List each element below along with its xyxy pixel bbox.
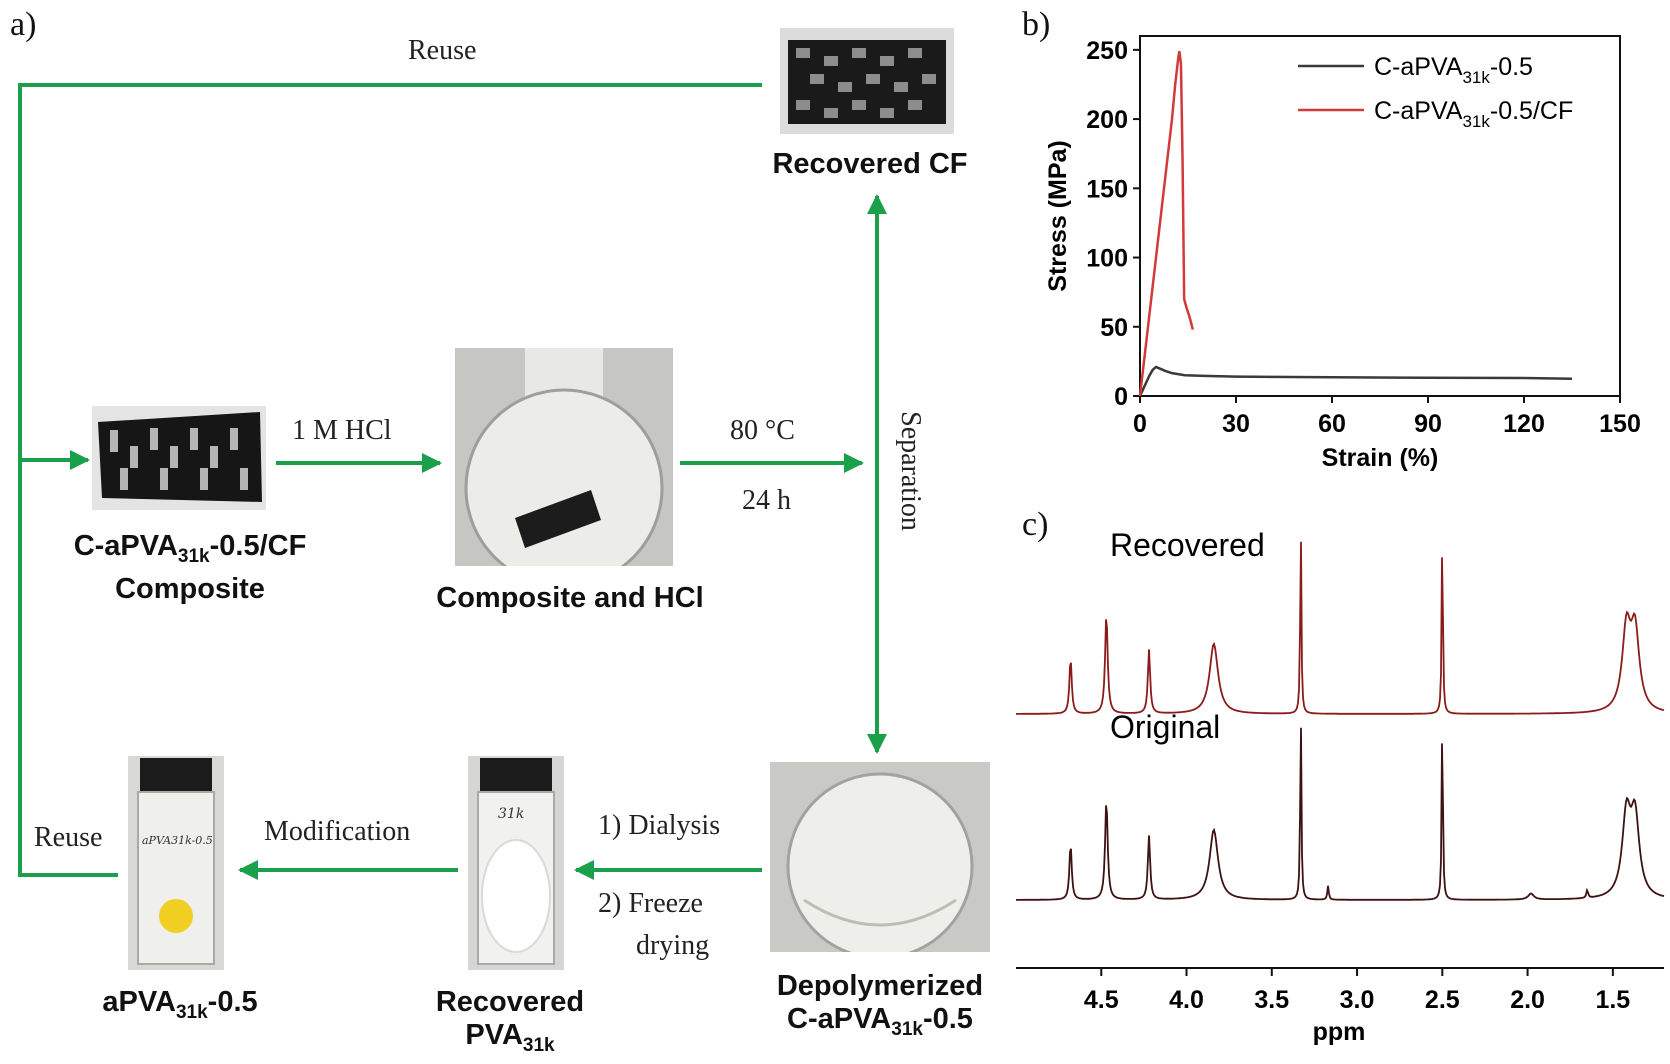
- x-tick-label: 150: [1599, 410, 1641, 438]
- depolymerized-caption: Depolymerized C-aPVA31k-0.5: [740, 970, 1020, 1046]
- depolymerized-caption-main: C-aPVA: [787, 1003, 892, 1035]
- legend-name-main: C-aPVA: [1374, 97, 1463, 125]
- vial-31k-label: 31k: [498, 806, 525, 822]
- x-tick-label: 30: [1222, 410, 1250, 438]
- panel-a-letter: a): [10, 6, 37, 43]
- y-tick-label: 100: [1086, 245, 1128, 273]
- panel-c-letter: c): [1022, 506, 1049, 543]
- depolymerized-caption-tail: -0.5: [922, 1003, 973, 1035]
- ppm-axis-label: ppm: [1313, 1018, 1366, 1046]
- flask-hcl-image: [455, 348, 673, 566]
- legend-name-tail: -0.5/CF: [1490, 97, 1573, 125]
- reuse-left-label: Reuse: [34, 822, 103, 853]
- x-tick-label: 90: [1414, 410, 1442, 438]
- ppm-tick-label: 4.0: [1169, 986, 1204, 1014]
- spectrum-label-1: Recovered: [1110, 527, 1265, 563]
- composite-caption-line2: Composite: [115, 572, 265, 605]
- recovered-pva-caption-line1: Recovered: [435, 986, 585, 1018]
- dialysis-label: 1) Dialysis: [598, 810, 721, 841]
- depolymerized-flask-illustration: [786, 772, 974, 952]
- apva-vial-image: aPVA31k-0.5: [128, 756, 224, 970]
- apva-caption: aPVA31k-0.5: [60, 986, 300, 1029]
- x-axis-label: Strain (%): [1322, 444, 1439, 472]
- x-tick-label: 120: [1503, 410, 1545, 438]
- depolymerized-image: [770, 762, 990, 952]
- legend-name-sub: 31k: [1462, 68, 1490, 87]
- ppm-tick-label: 2.5: [1425, 986, 1460, 1014]
- panel-b-letter: b): [1022, 6, 1051, 43]
- ppm-tick-label: 2.0: [1510, 986, 1545, 1014]
- reuse-top-label: Reuse: [408, 35, 477, 66]
- plot-frame: [1139, 35, 1621, 397]
- y-tick-label: 50: [1100, 314, 1128, 342]
- ppm-tick-label: 3.5: [1254, 986, 1289, 1014]
- recovered-pva-caption: Recovered PVA31k: [400, 986, 620, 1062]
- composite-caption: C-aPVA31k-0.5/CF Composite: [30, 530, 350, 606]
- y-axis-label: Stress (MPa): [1044, 140, 1072, 291]
- freeze-label: 2) Freeze: [598, 888, 703, 919]
- composite-caption-tail: -0.5/CF: [209, 530, 307, 562]
- y-tick-label: 0: [1114, 383, 1128, 411]
- legend-entry-1: C-aPVA31k-0.5: [1374, 53, 1533, 87]
- spectrum-2: [1016, 727, 1665, 901]
- composite-caption-sub: 31k: [177, 545, 210, 567]
- reuse-top-line: [18, 83, 762, 877]
- apva-caption-tail: -0.5: [207, 986, 258, 1018]
- composite-image: [92, 406, 266, 510]
- x-tick-label: 60: [1318, 410, 1346, 438]
- carbon-fabric-illustration: [788, 40, 946, 124]
- ppm-tick-label: 4.5: [1084, 986, 1119, 1014]
- time-label: 24 h: [742, 485, 791, 516]
- apva-caption-sub: 31k: [175, 1001, 208, 1023]
- drying-label: drying: [636, 930, 710, 961]
- ppm-tick-label: 3.0: [1340, 986, 1375, 1014]
- y-tick-label: 150: [1086, 175, 1128, 203]
- flask-hcl-caption: Composite and HCl: [436, 582, 704, 614]
- apva-caption-main: aPVA: [102, 986, 176, 1018]
- recovered-pva-caption-sub: 31k: [522, 1034, 555, 1056]
- separation-label: Separation: [895, 411, 926, 531]
- recovered-cf-caption: Recovered CF: [772, 148, 968, 180]
- ppm-tick-label: 1.5: [1595, 986, 1630, 1014]
- temperature-label: 80 °C: [730, 415, 795, 446]
- recovered-pva-caption-main: PVA: [465, 1019, 523, 1051]
- series-line-1: [1138, 365, 1573, 397]
- spectrum-label-2: Original: [1110, 709, 1220, 745]
- legend-name-tail: -0.5: [1490, 53, 1533, 81]
- spectrum-1: [1016, 541, 1665, 715]
- panel-a-arrows: [18, 83, 887, 880]
- legend-name-sub: 31k: [1462, 112, 1490, 131]
- legend-entry-2: C-aPVA31k-0.5/CF: [1374, 97, 1573, 131]
- y-tick-label: 250: [1086, 37, 1128, 65]
- pva-vial-illustration: [477, 758, 555, 965]
- y-tick-label: 200: [1086, 106, 1128, 134]
- flask-illustration: [464, 348, 664, 566]
- depolymerized-caption-sub: 31k: [891, 1018, 923, 1040]
- hcl-label: 1 M HCl: [292, 415, 392, 446]
- vial-apva-label: aPVA31k-0.5: [142, 834, 213, 847]
- series-line-2: [1138, 51, 1195, 397]
- x-tick-label: 0: [1133, 410, 1147, 438]
- recovered-pva-image: 31k: [468, 756, 564, 970]
- composite-fabric-illustration: [98, 412, 262, 502]
- modification-label: Modification: [264, 816, 411, 847]
- apva-vial-illustration: [137, 758, 215, 965]
- legend-name-main: C-aPVA: [1374, 53, 1463, 81]
- recovered-cf-image: [780, 28, 954, 134]
- nmr-spectrum-chart: 4.5 4.0 3.5 3.0 2.5 2.0 1.5 ppm Recovered Origina…: [1016, 527, 1665, 1046]
- composite-caption-main: C-aPVA: [73, 530, 178, 562]
- depolymerized-caption-line1: Depolymerized: [776, 970, 984, 1002]
- stress-strain-chart: 0 30 60 90 120 150 0 50 100 150 200 250 Strain (%) St…: [1044, 35, 1641, 472]
